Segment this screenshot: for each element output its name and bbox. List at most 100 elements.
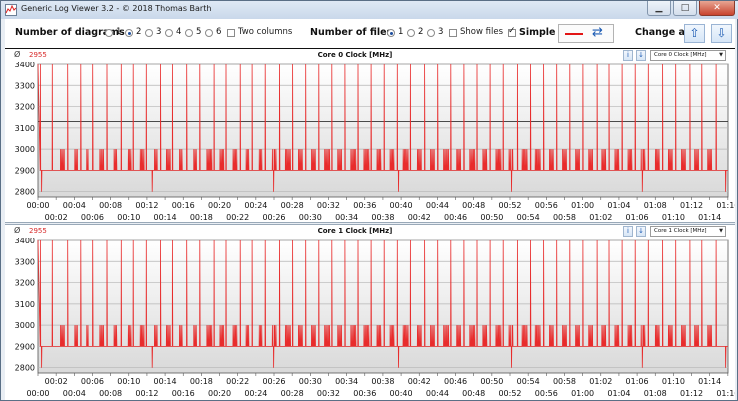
close-icon[interactable]: ✕	[699, 1, 735, 16]
y-tick-label: 2800	[15, 364, 35, 373]
x-tick-label: 00:46	[444, 213, 467, 222]
files-radio-2[interactable]	[407, 29, 415, 37]
diagrams-radio-4[interactable]	[165, 29, 173, 37]
clock-chart-core1: 2800 2900 3000 3100 3200 3300 3400 00:02 00:06 00…	[15, 238, 735, 398]
x-tick-label: 01:14	[698, 213, 721, 222]
diagram-panel-1: Ø 2955 Core 0 Clock [MHz] i ↓ Core 0 Clo…	[5, 49, 735, 224]
client-area: Number of diagrams 1 2 3 4 5 6 Two colum…	[5, 19, 735, 400]
average-symbol: Ø	[14, 226, 21, 235]
y-tick-label: 3200	[15, 279, 35, 288]
simple-mode-checkbox[interactable]	[508, 26, 516, 37]
x-tick-label: 01:04	[607, 389, 630, 398]
diagrams-option-label: 1	[116, 27, 122, 37]
x-tick-label: 00:50	[480, 213, 503, 222]
plot-area	[37, 239, 729, 374]
channel-select[interactable]: Core 0 Clock [MHz] ▼	[650, 50, 726, 61]
diagrams-radio-6[interactable]	[205, 29, 213, 37]
maximize-icon[interactable]: □	[673, 1, 697, 16]
window-controls: ▁ □ ✕	[645, 1, 735, 17]
x-tick-label: 00:54	[517, 213, 540, 222]
x-tick-label: 00:44	[426, 389, 449, 398]
files-option-label: 1	[398, 27, 404, 37]
x-tick-label: 00:20	[208, 201, 231, 210]
diagram-title: Core 0 Clock [MHz]	[317, 51, 393, 59]
files-option-label: 3	[438, 27, 444, 37]
line-style-button[interactable]: ⇄	[558, 24, 614, 43]
y-tick-label: 3400	[15, 62, 35, 69]
x-tick-label: 01:16	[716, 389, 735, 398]
x-tick-label: 00:34	[335, 377, 358, 386]
x-tick-label: 00:36	[353, 389, 376, 398]
x-tick-label: 00:26	[262, 213, 285, 222]
x-tick-label: 00:00	[26, 201, 49, 210]
app-icon	[5, 4, 17, 16]
diagrams-option-label: 5	[196, 27, 202, 37]
y-tick-label: 3000	[15, 321, 35, 330]
diagrams-option-label: 3	[156, 27, 162, 37]
x-tick-label: 00:42	[408, 377, 431, 386]
x-tick-label: 00:52	[498, 389, 521, 398]
diagram-title: Core 1 Clock [MHz]	[317, 227, 393, 235]
toolbar: Number of diagrams 1 2 3 4 5 6 Two colum…	[5, 19, 735, 49]
diagrams-radio-1[interactable]	[105, 29, 113, 37]
channel-select-value: Core 0 Clock [MHz]	[654, 52, 707, 58]
x-tick-label: 00:38	[371, 377, 394, 386]
y-tick-label: 3300	[15, 257, 35, 266]
minimize-icon[interactable]: ▁	[647, 1, 671, 16]
show-files-label: Show files	[460, 27, 504, 37]
y-tick-label: 3300	[15, 81, 35, 90]
channel-select-value: Core 1 Clock [MHz]	[654, 228, 707, 234]
diagrams-option-label: 2	[136, 27, 142, 37]
diagrams-radio-5[interactable]	[185, 29, 193, 37]
x-tick-label: 00:58	[553, 377, 576, 386]
x-tick-label: 00:32	[317, 201, 340, 210]
x-tick-label: 00:56	[535, 201, 558, 210]
move-down-icon[interactable]: ⇩	[711, 24, 732, 43]
x-tick-label: 00:30	[299, 213, 322, 222]
x-tick-label: 00:18	[190, 377, 213, 386]
panel-splitter[interactable]	[5, 222, 735, 225]
x-tick-label: 00:56	[535, 389, 558, 398]
average-symbol: Ø	[14, 50, 21, 59]
down-arrow-icon[interactable]: ↓	[636, 226, 646, 237]
x-tick-label: 00:44	[426, 201, 449, 210]
series-line	[37, 239, 728, 368]
x-tick-label: 01:04	[607, 201, 630, 210]
channel-select[interactable]: Core 1 Clock [MHz] ▼	[650, 226, 726, 237]
diagrams-label: Number of diagrams	[15, 27, 125, 38]
files-label: Number of files	[310, 27, 393, 38]
x-tick-label: 01:12	[680, 389, 703, 398]
x-tick-label: 00:38	[371, 213, 394, 222]
x-tick-label: 00:08	[99, 201, 122, 210]
x-tick-label: 00:40	[390, 389, 413, 398]
x-tick-label: 00:10	[117, 377, 140, 386]
y-tick-label: 3100	[15, 300, 35, 309]
chevron-down-icon: ▼	[719, 228, 723, 234]
info-icon[interactable]: i	[623, 50, 633, 61]
show-files-checkbox[interactable]	[449, 29, 457, 37]
move-up-icon[interactable]: ⇧	[684, 24, 705, 43]
y-tick-label: 2900	[15, 342, 35, 351]
files-radio-3[interactable]	[427, 29, 435, 37]
change-all-label: Change all	[635, 27, 692, 38]
diagrams-radio-2[interactable]	[125, 29, 133, 37]
average-value: 2955	[29, 227, 47, 235]
x-tick-label: 00:08	[99, 389, 122, 398]
files-radio-1[interactable]	[387, 29, 395, 37]
down-arrow-icon[interactable]: ↓	[636, 50, 646, 61]
x-tick-label: 00:58	[553, 213, 576, 222]
line-sample-icon	[565, 33, 583, 35]
x-tick-label: 01:06	[626, 213, 649, 222]
x-tick-label: 00:24	[244, 201, 267, 210]
two-columns-checkbox[interactable]	[227, 29, 235, 37]
info-icon[interactable]: i	[623, 226, 633, 237]
x-tick-label: 00:46	[444, 377, 467, 386]
x-tick-label: 00:06	[81, 213, 104, 222]
x-tick-label: 00:16	[172, 389, 195, 398]
x-tick-label: 01:10	[662, 377, 685, 386]
diagrams-radio-3[interactable]	[145, 29, 153, 37]
files-option-label: 2	[418, 27, 424, 37]
title-bar[interactable]: Generic Log Viewer 3.2 - © 2018 Thomas B…	[1, 1, 738, 19]
y-tick-label: 3200	[15, 103, 35, 112]
x-tick-label: 00:32	[317, 389, 340, 398]
